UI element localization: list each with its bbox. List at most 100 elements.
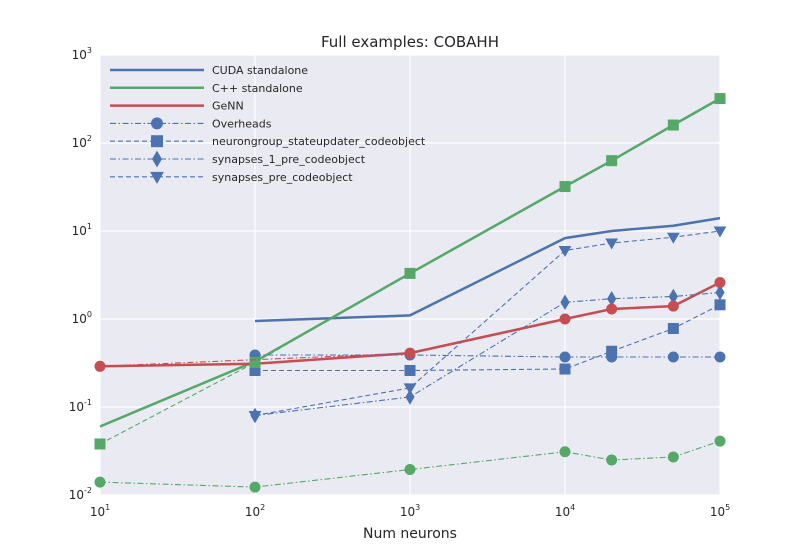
series-9-point-2 — [559, 313, 571, 325]
chart-title: Full examples: COBAHH — [321, 33, 499, 51]
series-7-point-4 — [606, 155, 618, 167]
legend-item-5: synapses_1_pre_codeobject — [110, 150, 366, 168]
series-5-point-2 — [560, 294, 570, 310]
legend-item-1: C++ standalone — [110, 82, 303, 95]
series-3-point-2 — [559, 351, 571, 363]
series-7-point-1 — [249, 357, 261, 369]
series-8-point-1 — [249, 481, 261, 493]
series-7-point-2 — [404, 267, 416, 279]
x-tick-label-1-base: 10 — [245, 505, 260, 519]
series-6 — [248, 226, 727, 423]
x-tick-labels: 101 102 103 104 105 — [90, 503, 730, 519]
series-8-point-5 — [667, 451, 679, 463]
series-3-point-4 — [667, 351, 679, 363]
series-4-point-2 — [559, 363, 571, 375]
y-tick-label-3-exp: 1 — [87, 222, 92, 231]
legend-item-6: synapses_pre_codeobject — [110, 171, 353, 184]
series-line-6 — [254, 230, 721, 417]
legend-label-5: synapses_1_pre_codeobject — [212, 153, 366, 166]
x-tick-label-3-exp: 4 — [570, 503, 575, 512]
series-8-point-6 — [714, 435, 726, 447]
legend-label-3: Overheads — [212, 117, 272, 130]
x-tick-label-0-exp: 1 — [105, 503, 110, 512]
legend-label-6: synapses_pre_codeobject — [212, 171, 353, 184]
series-4-point-5 — [714, 299, 726, 311]
series-9-point-0 — [94, 360, 106, 372]
series-7-point-3 — [559, 181, 571, 193]
x-tick-label-1-exp: 2 — [260, 503, 265, 512]
legend-item-2: GeNN — [110, 100, 244, 113]
y-tick-label-3: 101 — [72, 222, 92, 238]
series-9-point-1 — [404, 347, 416, 359]
y-tick-label-1: 10-1 — [69, 398, 92, 414]
series-4-point-1 — [404, 364, 416, 376]
series-6-point-0 — [248, 411, 262, 423]
series-7 — [94, 93, 726, 450]
legend-marker-5 — [152, 150, 162, 168]
x-tick-label-0-base: 10 — [90, 505, 105, 519]
series-4-point-4 — [667, 322, 679, 334]
series-9-point-3 — [606, 303, 618, 315]
series-layer — [94, 93, 727, 493]
y-tick-label-0-exp: -2 — [84, 486, 92, 495]
y-tick-label-5-base: 10 — [72, 48, 87, 62]
series-6-point-5 — [713, 226, 727, 238]
legend-marker-6 — [150, 171, 164, 184]
series-8 — [94, 435, 726, 493]
series-5-point-5 — [715, 284, 725, 301]
series-6-point-3 — [605, 238, 619, 250]
legend-label-0: CUDA standalone — [212, 64, 308, 77]
series-line-0 — [254, 216, 721, 323]
series-3-point-5 — [714, 351, 726, 363]
y-tick-label-5-exp: 3 — [87, 46, 92, 55]
x-tick-label-3: 104 — [555, 503, 575, 519]
series-8-point-3 — [559, 446, 571, 458]
series-8-point-2 — [404, 463, 416, 475]
y-tick-label-2-exp: 0 — [87, 310, 92, 319]
series-4 — [249, 299, 726, 376]
x-tick-label-1: 102 — [245, 503, 265, 519]
series-line-9 — [99, 282, 721, 367]
series-line-4 — [255, 304, 721, 372]
series-line-3 — [255, 354, 720, 358]
legend-label-4: neurongroup_stateupdater_codeobject — [212, 135, 426, 148]
series-7-point-6 — [714, 93, 726, 105]
series-7-point-5 — [667, 119, 679, 131]
y-tick-label-2: 100 — [72, 310, 92, 326]
y-tick-label-5: 103 — [72, 46, 92, 62]
legend-marker-4 — [151, 135, 163, 148]
legend-item-4: neurongroup_stateupdater_codeobject — [110, 135, 426, 148]
series-8-point-4 — [606, 454, 618, 466]
series-line-5 — [254, 291, 721, 417]
legend-label-1: C++ standalone — [212, 82, 303, 95]
x-tick-label-0: 101 — [90, 503, 110, 519]
series-7-point-0 — [94, 438, 106, 450]
y-tick-label-4: 102 — [72, 134, 92, 150]
x-tick-label-2: 103 — [400, 503, 420, 519]
series-0 — [254, 216, 721, 323]
legend: CUDA standalone C++ standalone GeNN Overhea… — [110, 64, 426, 184]
series-4-point-3 — [606, 345, 618, 357]
y-tick-label-0: 10-2 — [69, 486, 92, 502]
x-tick-label-3-base: 10 — [555, 505, 570, 519]
series-6-point-2 — [558, 246, 572, 258]
x-axis-label: Num neurons — [363, 526, 457, 542]
y-tick-label-0-base: 10 — [69, 488, 84, 502]
series-5-point-1 — [405, 389, 415, 405]
x-tick-label-4-base: 10 — [710, 505, 725, 519]
x-tick-label-2-base: 10 — [400, 505, 415, 519]
y-tick-label-1-base: 10 — [69, 400, 84, 414]
legend-item-0: CUDA standalone — [110, 64, 308, 77]
legend-item-3: Overheads — [110, 117, 272, 130]
x-tick-label-4-exp: 5 — [725, 503, 730, 512]
y-tick-label-1-exp: -1 — [84, 398, 92, 407]
y-tick-label-2-base: 10 — [72, 312, 87, 326]
legend-label-2: GeNN — [212, 100, 244, 113]
legend-marker-3 — [151, 117, 163, 130]
series-9-point-4 — [667, 300, 679, 312]
series-6-point-1 — [403, 383, 417, 395]
x-tick-label-2-exp: 3 — [415, 503, 420, 512]
